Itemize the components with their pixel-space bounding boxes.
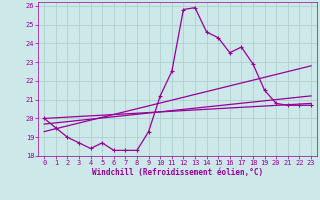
X-axis label: Windchill (Refroidissement éolien,°C): Windchill (Refroidissement éolien,°C) bbox=[92, 168, 263, 177]
